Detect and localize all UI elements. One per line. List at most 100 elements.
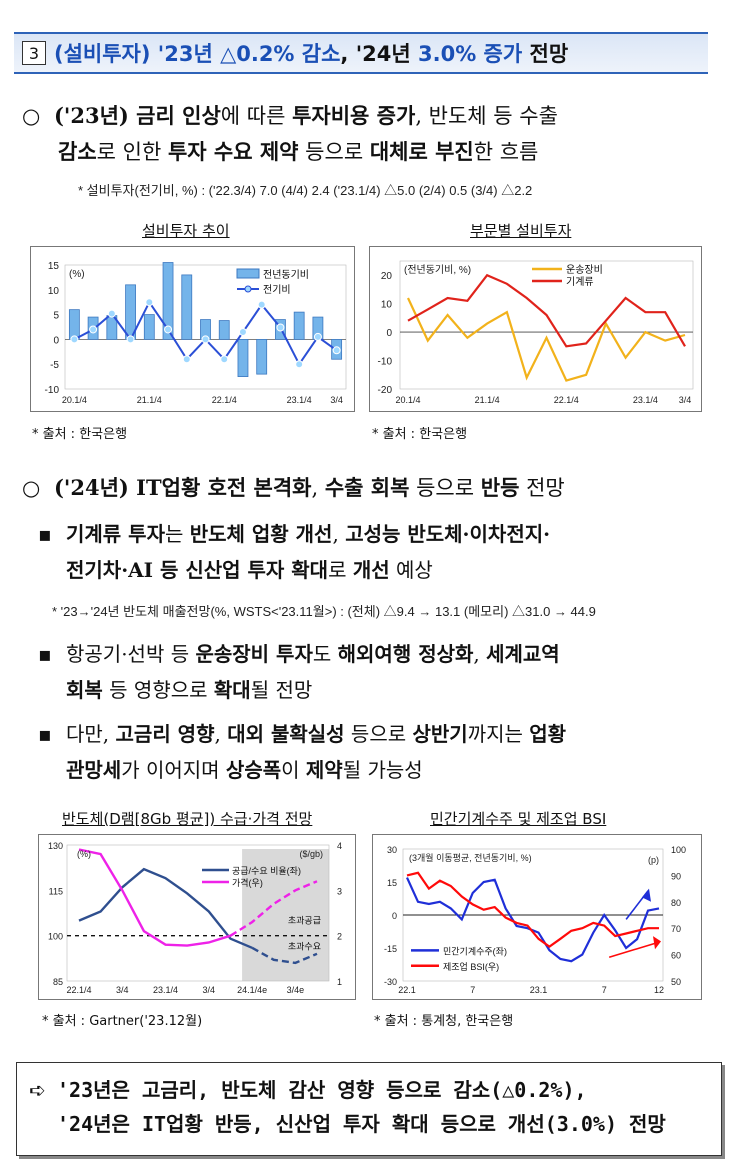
s3-text: 등으로 <box>344 722 413 746</box>
series-line <box>407 297 686 382</box>
y-left-tick-label: 0 <box>392 911 397 921</box>
sub-bullet-caveat: ▪ 다만, 고금리 영향, 대외 불확실성 등으로 상반기까지는 업황 관망세가 … <box>38 716 718 788</box>
section-title: 3 (설비투자) '23년 △0.2% 감소 , '24년 3.0% 증가 전망 <box>14 32 708 74</box>
p2-text: , <box>311 476 325 500</box>
summary-line-2: '24년은 IT업황 반등, 신산업 투자 확대 등으로 개선(3.0%) 전망 <box>57 1112 666 1136</box>
y-left-tick-label: 130 <box>48 841 63 851</box>
s3-text: 대외 불확실성 <box>227 722 345 746</box>
paragraph-2023: ○ ('23년) 금리 인상에 따른 투자비용 증가, 반도체 등 수출 감소로 … <box>22 98 722 170</box>
square-bullet-icon: ▪ <box>38 642 52 666</box>
s2-text: 회복 <box>66 678 103 702</box>
x-tick-label: 22.1 <box>398 985 416 995</box>
series-line-price <box>78 848 231 947</box>
plot-area <box>64 264 347 390</box>
s1-text: 고성능 반도체·이차전지· <box>345 522 551 546</box>
plot-area <box>66 844 330 982</box>
p2-text: IT업황 호전 본격화 <box>128 475 312 500</box>
y-left-tick-label: 15 <box>387 878 397 888</box>
point <box>332 346 341 355</box>
x-tick-label: 12 <box>654 985 664 995</box>
s3-text: 가 이어지며 <box>121 758 226 782</box>
chart2-title: 부문별 설비투자 <box>470 222 572 240</box>
x-tick-label: 3/4 <box>116 985 129 995</box>
x-tick-label: 23.1 <box>530 985 548 995</box>
sub-bullet-machinery: ▪ 기계류 투자는 반도체 업황 개선, 고성능 반도체·이차전지· 전기차·AI… <box>38 516 718 588</box>
unit-label: (전년동기비, %) <box>404 264 471 276</box>
unit-right-label: (p) <box>648 855 659 865</box>
y-left-tick-label: -30 <box>384 977 397 987</box>
p1-text: 에 따른 <box>220 104 293 128</box>
section-title-pre: (설비투자) '23년 <box>54 42 221 66</box>
x-tick-label: 21.1/4 <box>475 395 500 405</box>
bar <box>237 339 249 378</box>
s3-text: 제약 <box>305 758 343 782</box>
forecast-shade <box>242 849 329 981</box>
point <box>295 360 304 369</box>
y-right-tick-label: 100 <box>671 845 686 855</box>
legend-label: 제조업 BSI(우) <box>443 962 499 972</box>
chart4-source: * 출처 : 통계청, 한국은행 <box>374 1014 514 1029</box>
trend-arrow-head <box>642 888 651 902</box>
y-tick-label: 15 <box>48 261 60 272</box>
legend-label: 기계류 <box>566 276 594 288</box>
plot-area <box>399 260 694 390</box>
point <box>201 335 210 344</box>
point <box>182 355 191 364</box>
legend-label: 전년동기비 <box>263 269 309 281</box>
chart3-box: 130 115 100 85 4 3 2 1 22.1/4 3/4 23.1/4 3/4 24.1/4e… <box>38 834 356 1000</box>
point <box>238 327 247 336</box>
chart1-source: * 출처 : 한국은행 <box>32 427 128 442</box>
p1-text: 대체로 부진 <box>369 139 474 164</box>
chart2-box: 20 10 0 -10 -20 20.1/4 21.1/4 22.1/4 23.1/4 3/4 (전… <box>369 246 702 412</box>
y-tick-label: -20 <box>378 385 393 396</box>
section-number: 3 <box>22 41 46 65</box>
legend-swatch-bar <box>236 268 260 279</box>
s3-text: 될 가능성 <box>342 758 423 782</box>
sub-bullet-transport: ▪ 항공기·선박 등 운송장비 투자도 해외여행 정상화, 세계교역 회복 등 영… <box>38 636 718 708</box>
chart1-box: 15 10 5 0 -5 -10 20.1/4 21.1/4 22.1/4 23.1/4 3/4 (%… <box>30 246 355 412</box>
p2-text: 반등 <box>480 475 520 500</box>
chart3-title: 반도체(D램[8Gb 평균]) 수급·가격 전망 <box>62 810 313 828</box>
chart3-source: * 출처 : Gartner('23.12월) <box>42 1014 203 1029</box>
s3-text: 관망세 <box>66 758 122 782</box>
s2-text: , <box>473 642 487 666</box>
year-tag-2024: ('24년) <box>54 475 129 500</box>
s2-text: 확대 <box>213 678 251 702</box>
summary-box: ➪ '23년은 고금리, 반도체 감산 영향 등으로 감소(△0.2%), '24… <box>16 1062 722 1156</box>
p2-text: 수출 회복 <box>324 475 410 500</box>
x-tick-label: 7 <box>470 985 475 995</box>
y-right-tick-label: 90 <box>671 871 681 881</box>
legend-label: 전기비 <box>263 284 291 296</box>
annotation-overdemand: 초과수요 <box>288 942 321 952</box>
s1-text: 기계류 투자 <box>66 522 165 546</box>
square-bullet-icon: ▪ <box>38 522 52 546</box>
legend-swatch-point <box>244 285 252 293</box>
bar <box>143 314 155 340</box>
series-line-supply-demand-forecast <box>251 946 318 965</box>
series-line <box>407 273 686 348</box>
y-tick-label: 0 <box>386 328 392 339</box>
point <box>164 325 173 334</box>
p1-text: 등으로 <box>298 140 370 164</box>
series-line-bsi <box>406 871 659 949</box>
circle-bullet-icon: ○ <box>22 104 41 128</box>
paragraph-2024: ○ ('24년) IT업황 호전 본격화, 수출 회복 등으로 반등 전망 <box>22 470 722 506</box>
y-right-tick-label: 3 <box>337 886 342 896</box>
y-right-tick-label: 70 <box>671 924 681 934</box>
chart2-source: * 출처 : 한국은행 <box>372 427 468 442</box>
s1-text: 개선 <box>352 558 390 582</box>
p1-text: 로 인한 <box>96 140 168 164</box>
bar <box>68 309 80 340</box>
s2-text: 세계교역 <box>486 642 560 666</box>
x-tick-label: 7 <box>602 985 607 995</box>
legend-label: 민간기계수주(좌) <box>443 945 507 956</box>
p1-text: 금리 인상 <box>128 103 221 128</box>
s1-text: 예상 <box>389 558 433 582</box>
series-line-price-forecast <box>229 880 318 937</box>
point <box>276 323 285 332</box>
year-tag-2023: ('23년) <box>54 103 129 128</box>
legend-bg <box>409 933 497 964</box>
s2-text: 등 영향으로 <box>102 678 214 702</box>
